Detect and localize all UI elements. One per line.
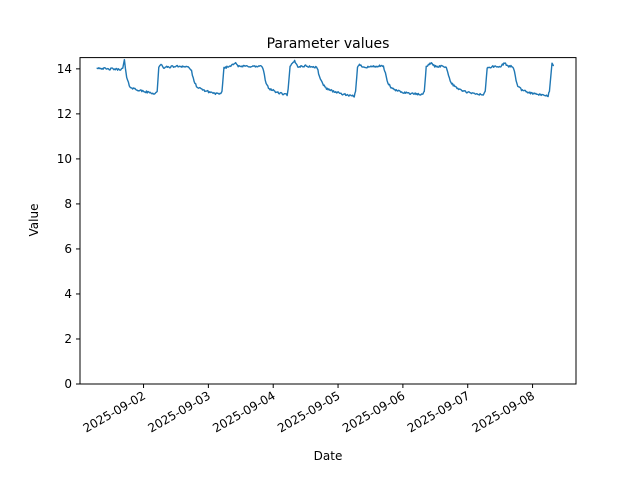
data-line xyxy=(96,58,555,98)
x-tick-label: 2025-09-02 xyxy=(81,388,148,435)
chart-title: Parameter values xyxy=(266,36,390,52)
x-tick-label: 2025-09-04 xyxy=(210,388,277,435)
x-tick-label: 2025-09-06 xyxy=(340,388,407,435)
y-tick-label: 8 xyxy=(64,197,72,211)
y-tick-label: 6 xyxy=(64,242,72,256)
y-tick-label: 14 xyxy=(57,62,72,76)
x-tick-label: 2025-09-07 xyxy=(405,388,472,435)
y-tick-label: 2 xyxy=(64,332,72,346)
x-tick-label: 2025-09-03 xyxy=(145,388,212,435)
y-tick-label: 0 xyxy=(64,377,72,391)
x-tick-label: 2025-09-08 xyxy=(470,388,537,435)
y-axis-label: Value xyxy=(27,203,41,237)
y-tick-label: 10 xyxy=(57,152,72,166)
y-tick-label: 4 xyxy=(64,287,72,301)
x-axis-label: Date xyxy=(313,449,343,463)
x-tick-label: 2025-09-05 xyxy=(275,388,342,435)
plot-border xyxy=(79,57,577,385)
y-tick-label: 12 xyxy=(57,107,72,121)
